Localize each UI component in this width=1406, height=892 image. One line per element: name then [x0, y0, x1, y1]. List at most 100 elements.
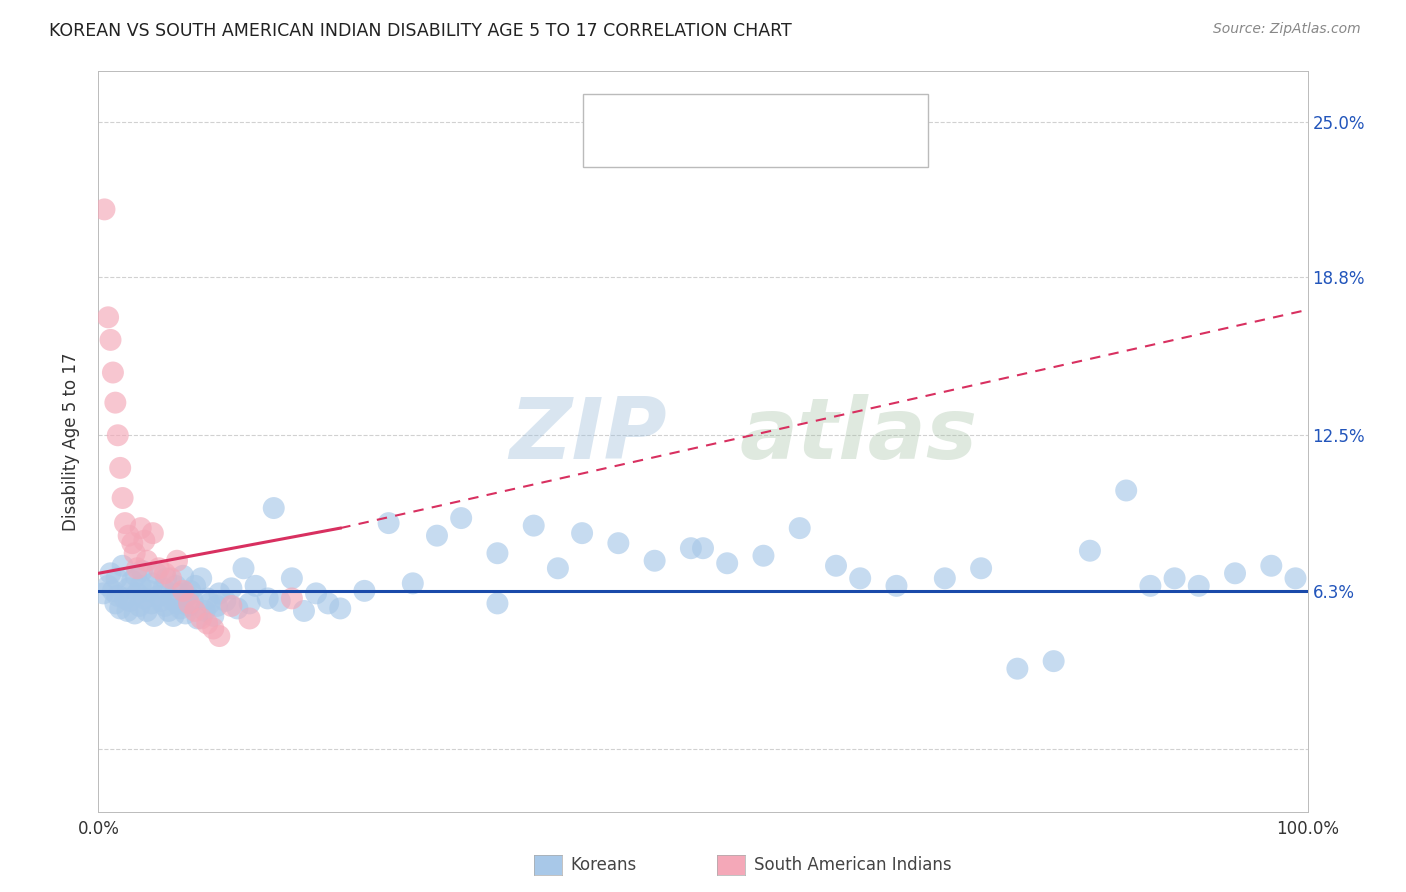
Point: [124, 607, 146, 621]
Point: [162, 609, 184, 624]
Point: [165, 579, 187, 593]
Point: [125, 569, 148, 583]
Point: [148, 561, 170, 575]
Point: [849, 571, 872, 585]
Point: [208, 586, 231, 600]
Point: [205, 599, 228, 613]
Text: -0.000  N = 100: -0.000 N = 100: [682, 101, 824, 119]
Point: [107, 428, 129, 442]
Point: [208, 629, 231, 643]
Point: [177, 589, 200, 603]
Point: [141, 596, 163, 610]
Point: [101, 366, 124, 380]
Point: [202, 609, 225, 624]
Point: [571, 526, 593, 541]
Point: [1139, 579, 1161, 593]
Point: [226, 601, 249, 615]
Point: [190, 611, 212, 625]
Point: [91, 586, 114, 600]
Point: [1042, 654, 1064, 668]
Point: [118, 529, 141, 543]
Point: [93, 202, 115, 217]
Point: [1115, 483, 1137, 498]
Point: [101, 583, 124, 598]
Point: [121, 536, 143, 550]
Point: [789, 521, 811, 535]
Point: [1163, 571, 1185, 585]
Text: Source: ZipAtlas.com: Source: ZipAtlas.com: [1213, 22, 1361, 37]
Point: [263, 501, 285, 516]
Point: [886, 579, 908, 593]
Point: [157, 604, 180, 618]
Point: [184, 579, 207, 593]
Point: [160, 571, 183, 585]
Point: [131, 564, 153, 578]
Point: [716, 556, 738, 570]
Point: [245, 579, 267, 593]
Point: [152, 582, 174, 596]
Text: ZIP: ZIP: [509, 393, 666, 476]
Point: [129, 521, 152, 535]
Point: [127, 561, 149, 575]
Point: [316, 596, 339, 610]
Y-axis label: Disability Age 5 to 17: Disability Age 5 to 17: [62, 352, 80, 531]
Point: [184, 604, 207, 618]
Point: [155, 571, 177, 585]
Point: [148, 589, 170, 603]
Point: [166, 554, 188, 568]
Point: [292, 604, 315, 618]
Point: [198, 596, 221, 610]
Point: [644, 554, 666, 568]
Point: [111, 491, 134, 505]
Point: [143, 609, 166, 624]
Point: [1284, 571, 1306, 585]
Point: [97, 310, 120, 325]
Point: [97, 579, 120, 593]
Point: [239, 611, 262, 625]
Point: [281, 591, 304, 606]
Point: [114, 591, 136, 606]
Point: [305, 586, 328, 600]
Point: [194, 604, 217, 618]
Point: [135, 604, 157, 618]
Point: [486, 546, 509, 560]
Point: [124, 546, 146, 560]
Point: [256, 591, 278, 606]
Point: [105, 571, 128, 585]
Point: [221, 582, 243, 596]
Point: [195, 616, 218, 631]
Point: [108, 461, 131, 475]
Point: [174, 607, 197, 621]
Point: [100, 333, 122, 347]
Point: [127, 586, 149, 600]
Point: [329, 601, 352, 615]
Point: [129, 579, 152, 593]
Point: [166, 596, 188, 610]
Point: [825, 558, 848, 573]
Text: 0.046  N =  31: 0.046 N = 31: [682, 134, 813, 152]
Text: R =: R =: [640, 101, 679, 119]
Point: [1260, 558, 1282, 573]
Point: [142, 526, 165, 541]
Point: [190, 571, 212, 585]
Point: [692, 541, 714, 556]
Point: [221, 599, 243, 613]
Point: [239, 596, 262, 610]
Point: [679, 541, 702, 556]
Point: [934, 571, 956, 585]
Point: [145, 566, 167, 581]
Point: [486, 596, 509, 610]
Point: [523, 518, 546, 533]
Point: [100, 566, 122, 581]
Point: [172, 583, 194, 598]
Point: [117, 604, 139, 618]
Point: [150, 594, 173, 608]
Point: [179, 596, 201, 610]
Text: atlas: atlas: [740, 393, 977, 476]
Point: [111, 558, 134, 573]
Point: [1007, 662, 1029, 676]
Point: [138, 583, 160, 598]
Point: [104, 395, 127, 409]
Point: [153, 599, 176, 613]
Point: [104, 596, 127, 610]
